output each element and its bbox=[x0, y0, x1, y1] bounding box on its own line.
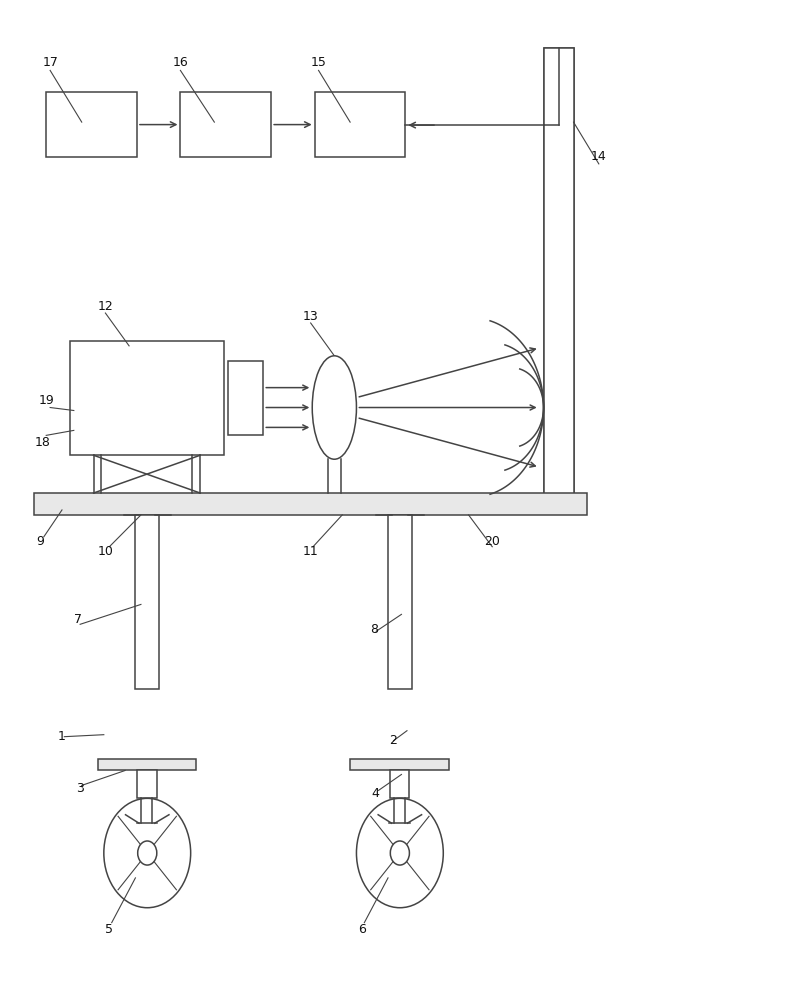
Ellipse shape bbox=[312, 356, 356, 459]
Text: 8: 8 bbox=[370, 623, 378, 636]
Bar bbox=[350, 759, 449, 770]
Bar bbox=[46, 92, 137, 157]
Bar bbox=[137, 770, 157, 798]
Text: 6: 6 bbox=[358, 923, 366, 936]
Bar bbox=[544, 48, 573, 500]
Text: 20: 20 bbox=[484, 535, 500, 548]
Bar bbox=[98, 759, 196, 770]
Bar bbox=[70, 341, 224, 455]
Text: 10: 10 bbox=[98, 545, 114, 558]
Bar bbox=[228, 361, 263, 435]
Text: 4: 4 bbox=[371, 787, 379, 800]
Bar bbox=[390, 770, 409, 798]
Text: 18: 18 bbox=[34, 436, 50, 449]
Bar bbox=[315, 92, 405, 157]
Text: 2: 2 bbox=[390, 734, 398, 747]
Bar bbox=[180, 92, 271, 157]
Text: 7: 7 bbox=[74, 613, 82, 626]
Text: 13: 13 bbox=[303, 310, 319, 323]
Text: 9: 9 bbox=[37, 535, 45, 548]
Text: 1: 1 bbox=[58, 730, 66, 743]
Text: 11: 11 bbox=[303, 545, 319, 558]
Text: 16: 16 bbox=[173, 56, 188, 69]
Text: 19: 19 bbox=[38, 394, 54, 407]
Bar bbox=[388, 515, 412, 689]
Text: 5: 5 bbox=[106, 923, 114, 936]
Bar bbox=[34, 493, 587, 515]
Text: 12: 12 bbox=[98, 300, 113, 313]
Bar bbox=[544, 48, 573, 500]
Text: 17: 17 bbox=[42, 56, 58, 69]
Bar bbox=[135, 515, 159, 689]
Text: 14: 14 bbox=[591, 150, 607, 163]
Text: 15: 15 bbox=[311, 56, 327, 69]
Text: 3: 3 bbox=[76, 782, 84, 795]
